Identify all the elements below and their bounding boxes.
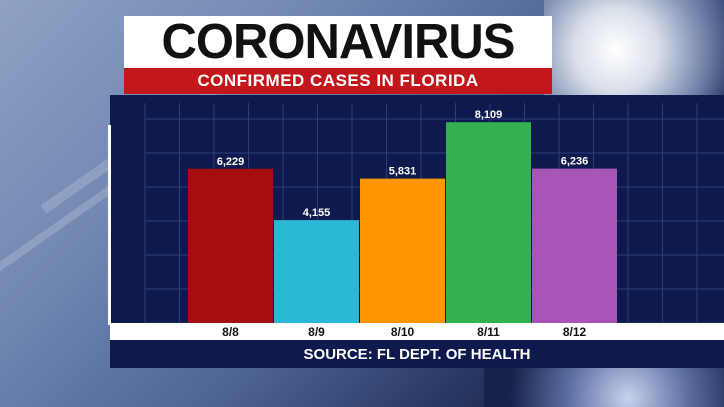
title-box: CORONAVIRUS xyxy=(124,16,552,68)
value-label: 8,109 xyxy=(475,109,503,121)
x-axis-band xyxy=(110,323,724,340)
source-label: SOURCE: FL DEPT. OF HEALTH xyxy=(303,345,531,363)
virus-background xyxy=(484,362,724,407)
bar-8-9 xyxy=(274,220,359,323)
category-label: 8/9 xyxy=(308,325,325,339)
page-title: CORONAVIRUS xyxy=(161,14,516,69)
value-label: 5,831 xyxy=(389,166,417,178)
value-label: 6,236 xyxy=(561,156,589,168)
category-label: 8/8 xyxy=(222,325,239,339)
value-label: 4,155 xyxy=(303,207,331,219)
bar-8-10 xyxy=(360,178,445,323)
subtitle-box: CONFIRMED CASES IN FLORIDA xyxy=(124,68,552,94)
panel-left-edge xyxy=(108,125,111,325)
bar-chart: 6,229 8/8 4,155 8/9 5,831 8/10 8,109 8/11 6,236 8… xyxy=(110,103,724,340)
bar-8-11 xyxy=(446,122,531,323)
test-tube-background xyxy=(544,0,724,100)
bar-8-8 xyxy=(188,168,273,323)
category-label: 8/10 xyxy=(391,325,415,339)
bar-8-12 xyxy=(532,168,617,323)
page-subtitle: CONFIRMED CASES IN FLORIDA xyxy=(197,71,479,90)
source-bar: SOURCE: FL DEPT. OF HEALTH xyxy=(110,340,724,368)
value-label: 6,229 xyxy=(217,156,245,168)
category-label: 8/11 xyxy=(477,325,500,339)
category-label: 8/12 xyxy=(563,325,587,339)
